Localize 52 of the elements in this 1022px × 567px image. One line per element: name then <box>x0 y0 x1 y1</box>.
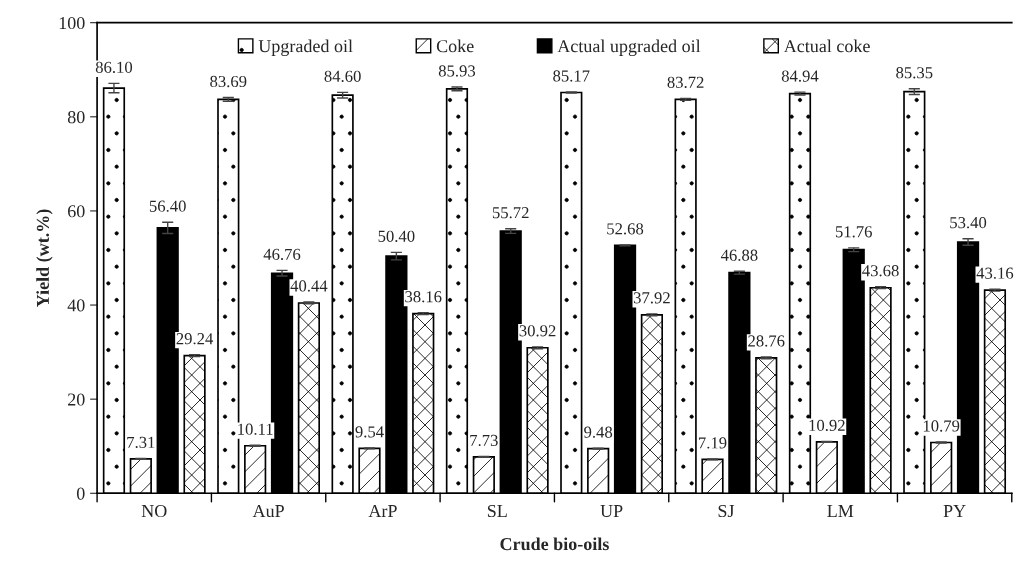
legend-label: Upgraded oil <box>258 39 353 57</box>
data-label: 85.17 <box>553 70 590 82</box>
data-label: 84.94 <box>781 70 819 82</box>
data-label: 7.19 <box>699 437 727 449</box>
data-label: 7.31 <box>127 436 155 449</box>
data-label: 10.92 <box>809 419 845 432</box>
data-label: 46.88 <box>720 249 758 261</box>
y-tick-label: 100 <box>59 16 85 30</box>
data-label: 83.69 <box>210 75 247 88</box>
data-label: 7.73 <box>470 434 498 447</box>
data-label: 84.60 <box>324 70 361 82</box>
data-label: 46.76 <box>263 248 301 261</box>
data-label: 30.92 <box>519 325 556 337</box>
data-label: 29.24 <box>176 333 214 345</box>
x-tick-label: SL <box>487 504 507 518</box>
y-tick-label: 80 <box>67 111 85 124</box>
data-label: 37.92 <box>633 292 670 304</box>
data-label: 9.54 <box>355 426 384 438</box>
y-axis-title: Yield (wt.%) <box>36 209 53 307</box>
x-tick-label: PY <box>943 505 966 517</box>
data-label: 28.76 <box>748 335 785 347</box>
x-tick-label: UP <box>600 505 623 518</box>
data-label: 10.79 <box>923 420 960 432</box>
data-label: 38.16 <box>405 291 442 303</box>
data-label: 43.16 <box>976 267 1014 279</box>
x-axis-title: Crude bio-oils <box>500 537 609 551</box>
data-label: 56.40 <box>149 200 186 212</box>
y-tick-label: 20 <box>68 393 85 406</box>
x-tick-label: NO <box>141 504 167 518</box>
legend-label: Actual coke <box>783 39 870 53</box>
x-tick-label: ArP <box>368 505 397 517</box>
data-label: 40.44 <box>290 280 328 292</box>
y-tick-label: 40 <box>67 299 85 312</box>
x-tick-label: AuP <box>252 505 284 518</box>
data-label: 9.48 <box>584 426 613 438</box>
y-tick-label: 60 <box>68 205 85 218</box>
x-tick-label: LM <box>827 505 854 517</box>
data-label: 51.76 <box>835 226 872 238</box>
data-label: 86.10 <box>95 61 133 74</box>
data-label: 53.40 <box>950 217 987 229</box>
data-label: 50.40 <box>378 230 415 242</box>
x-tick-label: SJ <box>718 504 735 518</box>
legend-label: Coke <box>436 39 474 53</box>
data-label: 10.11 <box>238 423 273 435</box>
data-label: 43.68 <box>862 265 899 277</box>
legend-label: Actual upgraded oil <box>557 39 701 57</box>
data-label: 85.93 <box>438 65 476 77</box>
data-label: 85.35 <box>896 67 933 79</box>
data-label: 52.68 <box>607 223 644 235</box>
data-label: 83.72 <box>667 76 704 88</box>
y-tick-label: 0 <box>76 487 85 500</box>
data-label: 55.72 <box>492 207 529 219</box>
